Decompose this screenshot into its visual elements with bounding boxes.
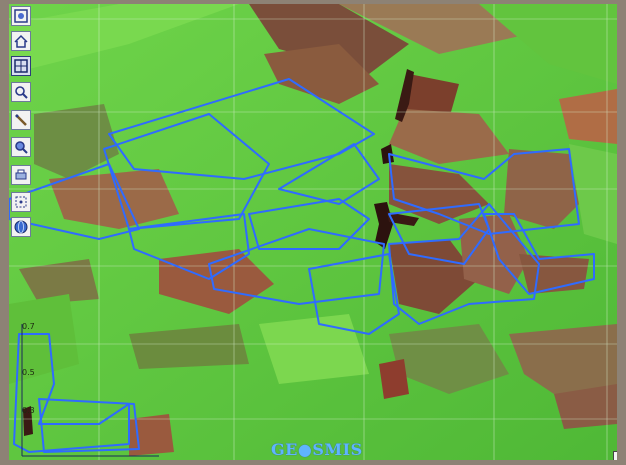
home-icon [14,34,28,48]
map-canvas[interactable] [9,4,617,460]
profile-y-label: 0.7 [22,322,35,331]
print-button[interactable] [11,165,31,185]
grid-icon [14,59,28,73]
zoom-in-icon [15,86,28,99]
grid-button[interactable] [11,56,31,76]
select-area-button[interactable] [11,192,31,212]
zoom-out-button[interactable] [11,137,31,157]
profile-axis [21,324,159,457]
geosmis-logo: GE●SMIS [271,440,363,459]
zoom-in-button[interactable] [11,82,31,102]
measure-icon [15,114,27,126]
profile-y-label: 0.5 [22,368,35,377]
globe-icon [14,220,28,234]
zoom-out-icon [15,141,28,154]
measure-button[interactable] [11,110,31,130]
satellite-map[interactable]: 0.7 0.5 0.3 GE●SMIS [9,4,617,460]
profile-y-label: 0.3 [22,406,35,415]
zoom-extent-button[interactable] [11,6,31,26]
select-area-icon [15,196,27,208]
zoom-extent-icon [14,9,28,23]
parcel-boundaries[interactable] [9,78,595,453]
home-button[interactable] [11,31,31,51]
coordinate-grid [9,4,617,460]
globe-button[interactable] [11,217,31,237]
expand-button[interactable] [613,451,617,460]
print-icon [15,169,27,180]
